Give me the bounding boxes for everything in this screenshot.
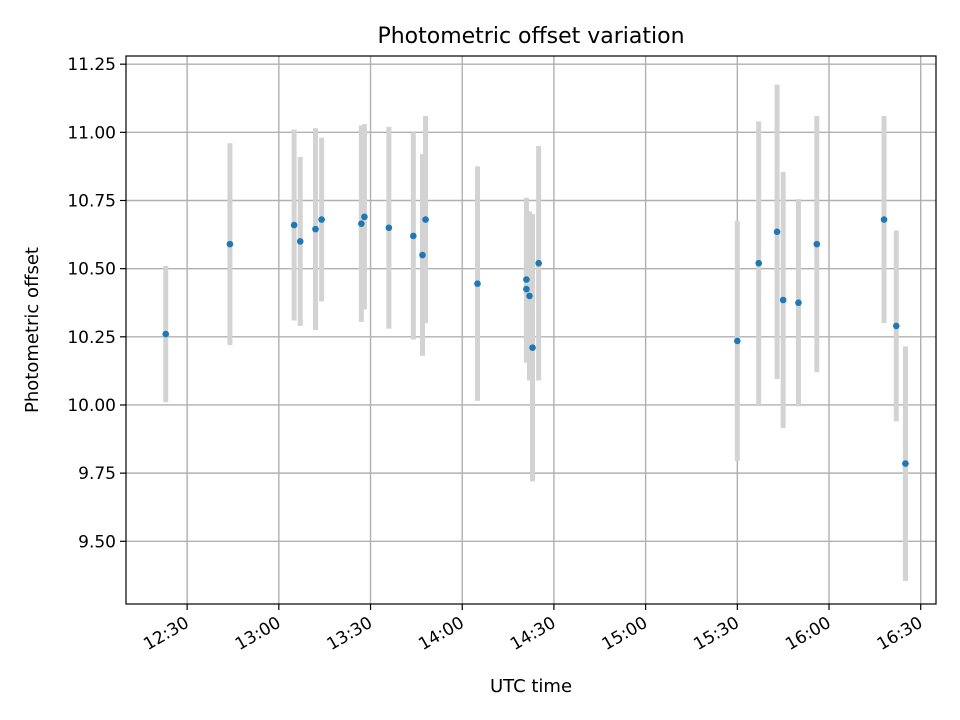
data-point	[296, 238, 304, 245]
plot-frame	[125, 55, 937, 605]
data-point	[385, 224, 393, 232]
x-tick-label: 15:00	[599, 613, 651, 655]
y-tick-label: 11.00	[67, 123, 116, 143]
x-tick-label: 13:30	[324, 613, 376, 655]
data-point	[523, 285, 530, 293]
y-tick-label: 10.75	[67, 191, 116, 211]
data-point	[880, 216, 888, 223]
data-point	[226, 240, 234, 248]
y-tick-label: 9.75	[78, 464, 116, 484]
data-point	[535, 259, 542, 267]
data-point	[526, 292, 533, 300]
data-point	[523, 276, 530, 283]
x-tick-label: 16:00	[782, 613, 834, 655]
data-point	[474, 280, 481, 287]
data-point	[795, 299, 802, 307]
data-point	[419, 251, 426, 259]
x-tick-label: 15:30	[690, 613, 742, 655]
y-tick-label: 10.00	[67, 396, 116, 416]
x-axis-ticks: 12:30 13:00 13:30 14:00 14:30 15:00 15:30 16:00…	[140, 604, 926, 655]
data-point	[755, 259, 763, 267]
chart-title: Photometric offset variation	[377, 24, 684, 49]
y-tick-label: 11.25	[67, 55, 116, 75]
x-tick-label: 14:30	[507, 613, 559, 655]
data-point	[410, 232, 417, 240]
y-axis-label: Photometric offset	[22, 247, 43, 413]
data-point	[290, 221, 298, 229]
error-bars	[163, 84, 908, 581]
data-point	[779, 296, 787, 304]
data-point	[358, 220, 365, 227]
x-tick-label: 14:00	[415, 613, 467, 655]
data-point	[529, 344, 536, 352]
data-points	[162, 213, 909, 467]
data-point	[813, 240, 821, 248]
y-tick-label: 9.50	[78, 532, 116, 552]
data-point	[312, 225, 319, 233]
y-tick-label: 10.25	[67, 328, 116, 348]
data-point	[422, 216, 429, 223]
data-point	[734, 337, 741, 345]
x-axis-label: UTC time	[490, 676, 572, 697]
data-point	[361, 213, 368, 221]
y-tick-label: 10.50	[67, 260, 116, 280]
x-tick-label: 16:30	[874, 613, 926, 655]
data-point	[162, 330, 170, 338]
data-point	[773, 228, 781, 236]
x-tick-label: 13:00	[232, 613, 284, 655]
data-point	[892, 322, 900, 330]
data-point	[318, 216, 325, 223]
y-axis-ticks: 9.50 9.75 10.00 10.25 10.50 10.75 11.00 11.25	[67, 55, 126, 552]
data-point	[902, 460, 909, 467]
x-tick-label: 12:30	[140, 613, 192, 655]
